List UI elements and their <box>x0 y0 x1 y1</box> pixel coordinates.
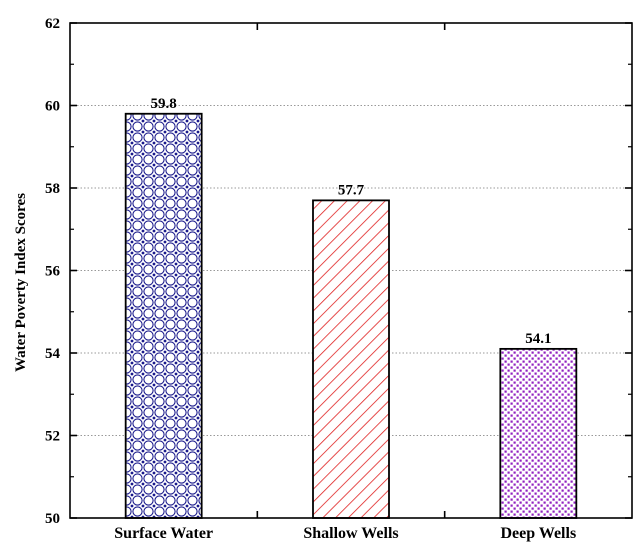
y-axis-title: Water Poverty Index Scores <box>13 193 29 372</box>
data-label: 54.1 <box>525 331 551 347</box>
y-tick-label: 62 <box>45 16 60 32</box>
y-tick-label: 54 <box>45 346 61 362</box>
axis-labels: 50 52 54 56 58 60 62 59.8 Surface Water 57.7 Shall… <box>45 16 576 542</box>
x-tick-label: Deep Wells <box>500 525 576 542</box>
axis-ticks <box>70 22 632 519</box>
y-tick-label: 56 <box>45 264 61 280</box>
data-label: 59.8 <box>151 96 177 112</box>
x-tick-label: Surface Water <box>114 525 213 542</box>
y-tick-label: 52 <box>45 429 60 445</box>
bar-deep-wells <box>499 347 578 519</box>
x-tick-label: Shallow Wells <box>303 525 398 542</box>
data-label: 57.7 <box>338 182 365 198</box>
y-tick-label: 58 <box>45 181 60 197</box>
y-tick-label: 50 <box>45 511 60 527</box>
y-tick-label: 60 <box>45 99 60 115</box>
bar-surface-water <box>124 112 203 519</box>
bar-shallow-wells <box>312 199 390 519</box>
bars <box>124 112 578 519</box>
